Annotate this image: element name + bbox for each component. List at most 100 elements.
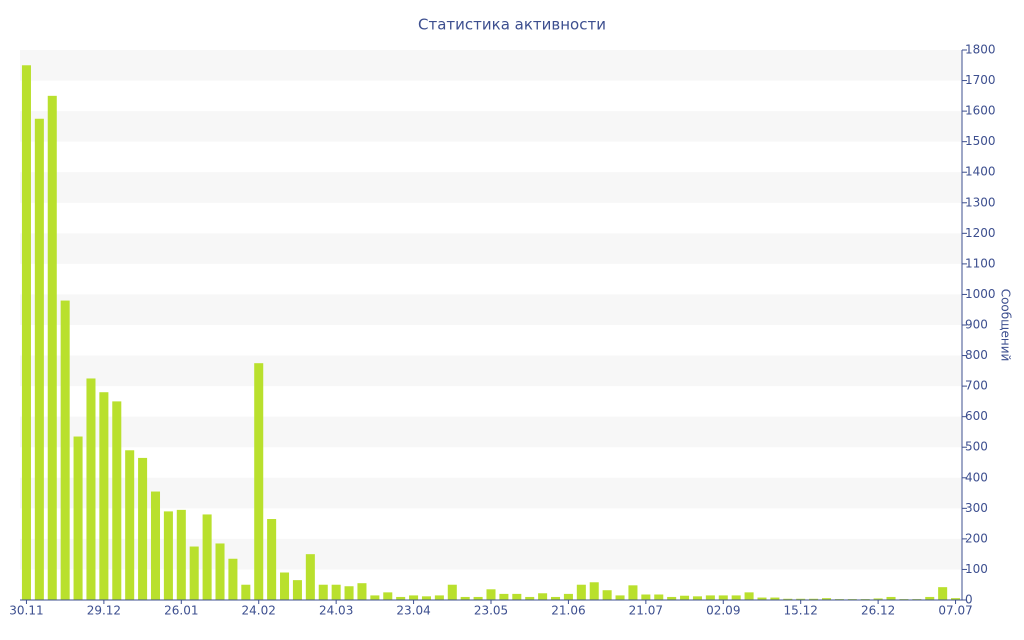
bar <box>21 65 31 601</box>
bar <box>267 519 277 600</box>
bar <box>254 363 264 600</box>
x-tick-label: 26.01 <box>164 604 198 618</box>
bar <box>796 598 806 600</box>
bar <box>305 554 315 600</box>
bar <box>512 593 522 600</box>
bar <box>241 584 251 600</box>
y-axis-label: Сообщений <box>999 289 1013 362</box>
bar <box>447 584 457 600</box>
x-tick-label: 24.03 <box>319 604 353 618</box>
y-tick-label: 1800 <box>965 43 996 57</box>
grid-band <box>20 294 962 325</box>
y-tick-label: 1700 <box>965 73 996 87</box>
bar <box>628 585 638 600</box>
x-tick-label: 07.07 <box>938 604 972 618</box>
bar <box>551 596 561 600</box>
grid-band <box>20 477 962 509</box>
bar <box>189 546 199 600</box>
bar <box>112 401 122 600</box>
y-tick-label: 300 <box>965 501 988 515</box>
grid-band <box>20 233 962 264</box>
bar <box>99 392 109 600</box>
x-tick-label: 24.02 <box>242 604 276 618</box>
bar <box>615 595 625 600</box>
bar <box>705 595 715 600</box>
bar <box>163 511 173 600</box>
y-tick-label: 900 <box>965 318 988 332</box>
bar <box>757 597 767 600</box>
bar <box>331 584 341 600</box>
bar <box>421 596 431 600</box>
grid-band <box>20 538 962 570</box>
bar <box>938 587 948 600</box>
bar <box>744 592 754 600</box>
bar <box>86 378 96 600</box>
y-tick-label: 100 <box>965 562 988 576</box>
bar <box>486 589 496 600</box>
bar <box>563 593 573 600</box>
bar <box>525 596 535 600</box>
grid-band <box>20 50 962 81</box>
bar <box>718 595 728 600</box>
bar <box>357 583 367 600</box>
bar <box>215 543 225 600</box>
bar <box>150 491 161 600</box>
bar <box>460 596 470 600</box>
bar <box>383 592 393 600</box>
bar <box>499 593 509 600</box>
y-tick-label: 1100 <box>965 256 996 270</box>
y-tick-label: 1000 <box>965 287 996 301</box>
y-tick-label: 400 <box>965 470 988 484</box>
x-tick-label: 30.11 <box>9 604 43 618</box>
bar <box>641 594 651 600</box>
bar <box>60 300 70 600</box>
x-tick-label: 26.12 <box>861 604 895 618</box>
y-tick-label: 1400 <box>965 165 996 179</box>
bar <box>409 595 419 600</box>
bar <box>809 598 819 600</box>
bar <box>202 514 212 600</box>
bar <box>654 594 664 600</box>
bar <box>176 509 186 600</box>
y-tick-label: 1300 <box>965 195 996 209</box>
x-tick-label: 02.09 <box>706 604 740 618</box>
bar <box>34 118 44 600</box>
bar <box>318 584 328 600</box>
x-tick-label: 23.04 <box>396 604 430 618</box>
y-tick-label: 800 <box>965 348 988 362</box>
bar <box>538 593 548 600</box>
bar <box>434 595 444 600</box>
bar <box>783 598 793 600</box>
grid-band <box>20 172 962 203</box>
bar <box>589 582 599 600</box>
bar <box>73 436 83 600</box>
y-tick-label: 500 <box>965 440 988 454</box>
y-tick-label: 200 <box>965 531 988 545</box>
bar <box>292 580 302 600</box>
bar <box>731 595 741 600</box>
y-tick-label: 0 <box>965 593 973 607</box>
bar <box>280 572 290 600</box>
y-tick-label: 700 <box>965 379 988 393</box>
bar <box>667 596 677 600</box>
bar <box>576 584 586 600</box>
bar <box>138 457 148 600</box>
bar <box>396 596 406 600</box>
bar <box>886 596 896 600</box>
bar <box>951 598 961 600</box>
x-tick-label: 21.07 <box>629 604 663 618</box>
bar <box>473 596 483 600</box>
grid-band <box>20 355 962 387</box>
y-tick-label: 1600 <box>965 104 996 118</box>
x-tick-label: 23.05 <box>474 604 508 618</box>
bar <box>125 450 135 600</box>
bar <box>925 596 935 600</box>
bar <box>370 595 380 600</box>
bar <box>602 590 612 600</box>
bar <box>344 586 354 600</box>
chart-title: Статистика активности <box>418 16 606 34</box>
y-tick-label: 600 <box>965 409 988 423</box>
x-tick-label: 15.12 <box>784 604 818 618</box>
bar <box>680 595 690 600</box>
